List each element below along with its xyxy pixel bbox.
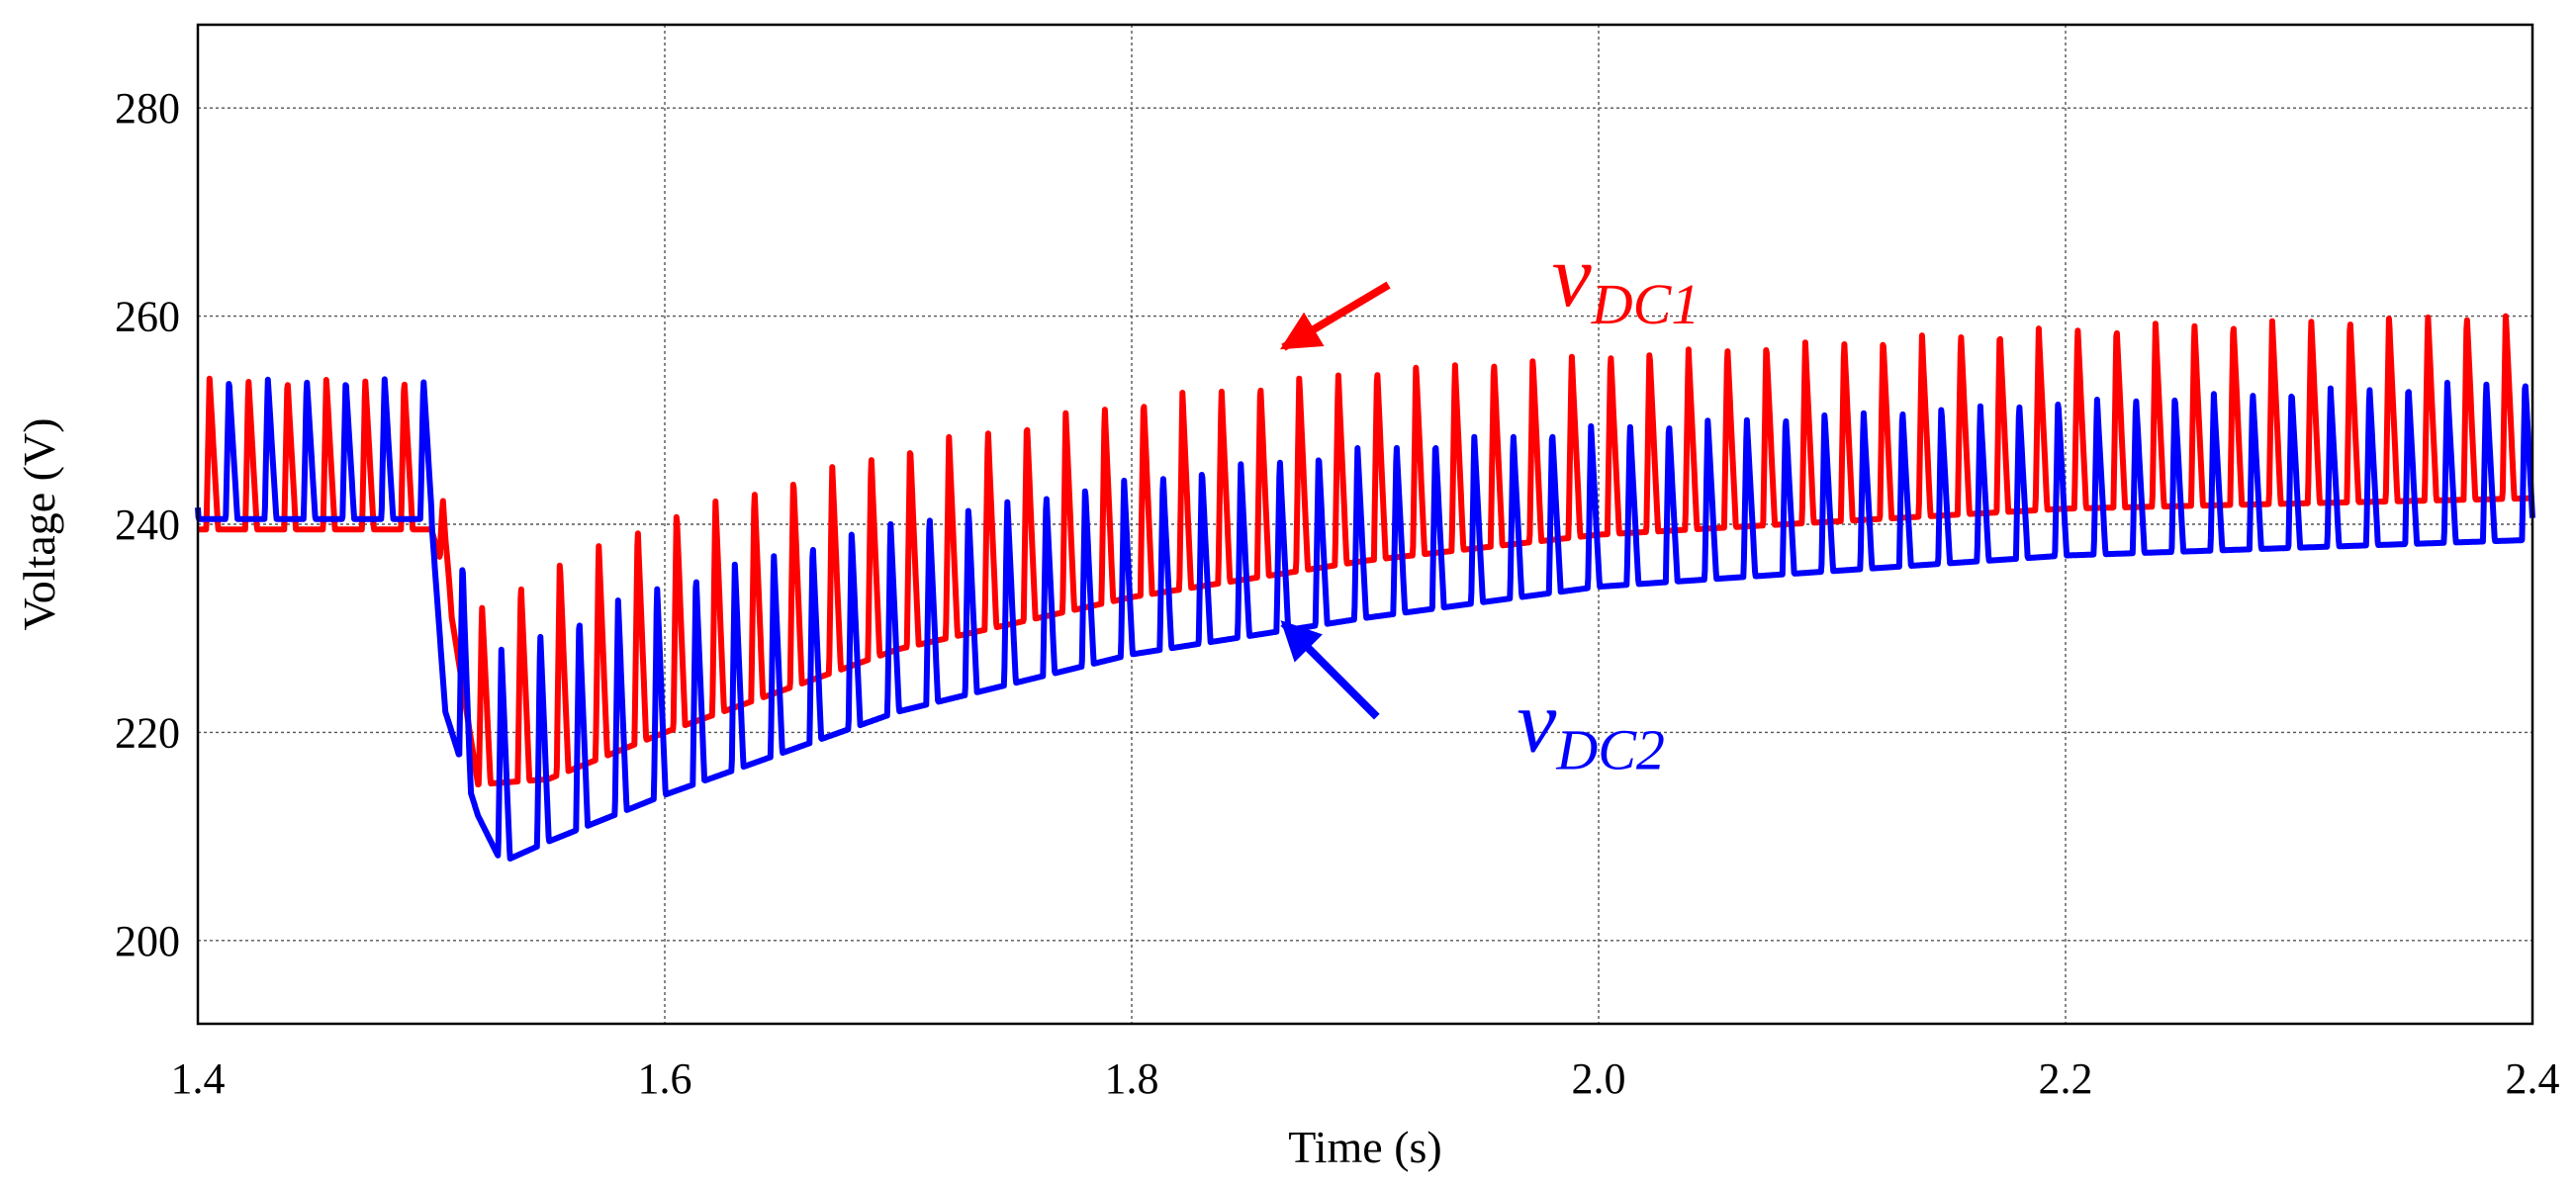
x-tick-label: 1.8 <box>1105 1054 1159 1103</box>
annotation-vdc1: vDC1 <box>1279 228 1701 351</box>
annotation-vdc1-label: vDC1 <box>1552 228 1701 336</box>
series-vdc2-line <box>195 376 2535 862</box>
y-axis-label: Voltage (V) <box>14 417 64 630</box>
x-tick-label: 1.6 <box>638 1054 692 1103</box>
x-tick-label: 2.2 <box>2039 1054 2093 1103</box>
x-tick-labels: 1.4 1.6 1.8 2.0 2.2 2.4 <box>171 1054 2560 1103</box>
annotation-vdc1-sub: DC1 <box>1591 272 1701 336</box>
x-tick-label: 1.4 <box>171 1054 226 1103</box>
annotation-vdc1-arrow <box>1279 281 1391 351</box>
annotation-vdc2: vDC2 <box>1280 620 1665 781</box>
plot-frame <box>196 23 2534 1026</box>
annotation-vdc2-arrow <box>1280 620 1380 720</box>
annotation-vdc2-sub: DC2 <box>1555 717 1665 781</box>
y-tick-label: 240 <box>115 501 180 549</box>
y-tick-labels: 200 220 240 260 280 <box>115 84 180 965</box>
y-tick-label: 280 <box>115 84 180 133</box>
annotation-vdc2-main: v <box>1517 673 1556 771</box>
y-tick-label: 220 <box>115 708 180 757</box>
x-tick-label: 2.4 <box>2506 1054 2560 1103</box>
annotation-vdc1-main: v <box>1552 228 1592 325</box>
y-tick-label: 200 <box>115 917 180 965</box>
series-layer <box>195 313 2535 862</box>
x-axis-label: Time (s) <box>1288 1122 1442 1172</box>
x-tick-label: 2.0 <box>1572 1054 1626 1103</box>
y-tick-label: 260 <box>115 293 180 341</box>
annotation-vdc2-label: vDC2 <box>1517 673 1665 781</box>
